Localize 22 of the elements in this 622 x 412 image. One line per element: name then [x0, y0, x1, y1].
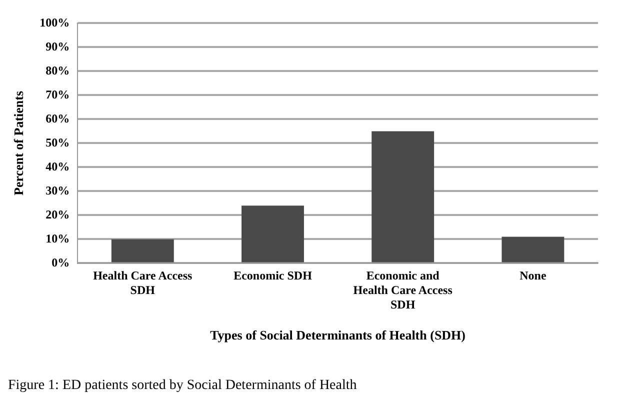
x-tick-label: None [520, 268, 547, 282]
y-tick-label: 90% [46, 39, 70, 54]
y-tick-label: 80% [46, 63, 70, 78]
y-axis-title: Percent of Patients [11, 90, 26, 196]
y-tick-label: 60% [46, 111, 70, 126]
bar [242, 206, 304, 262]
x-axis-title: Types of Social Determinants of Health (SDH) [210, 328, 466, 343]
y-tick-label: 100% [40, 15, 70, 30]
y-tick-label: 20% [46, 207, 70, 222]
y-tick-label: 0% [52, 255, 70, 270]
bar [502, 236, 564, 262]
y-tick-label: 10% [46, 231, 70, 246]
y-tick-label: 50% [46, 135, 70, 150]
x-tick-label: Economic and Health Care Access SDH [353, 268, 453, 312]
x-tick-label: Economic SDH [234, 268, 313, 282]
bar [111, 239, 174, 262]
y-tick-label: 70% [46, 87, 70, 102]
y-tick-label: 30% [46, 183, 70, 198]
caption: Figure 1: ED patients sorted by Social Determinants of Health [8, 378, 358, 394]
bar [372, 131, 434, 262]
x-tick-label: Health Care Access SDH [93, 268, 193, 297]
y-tick-label: 40% [46, 159, 70, 174]
